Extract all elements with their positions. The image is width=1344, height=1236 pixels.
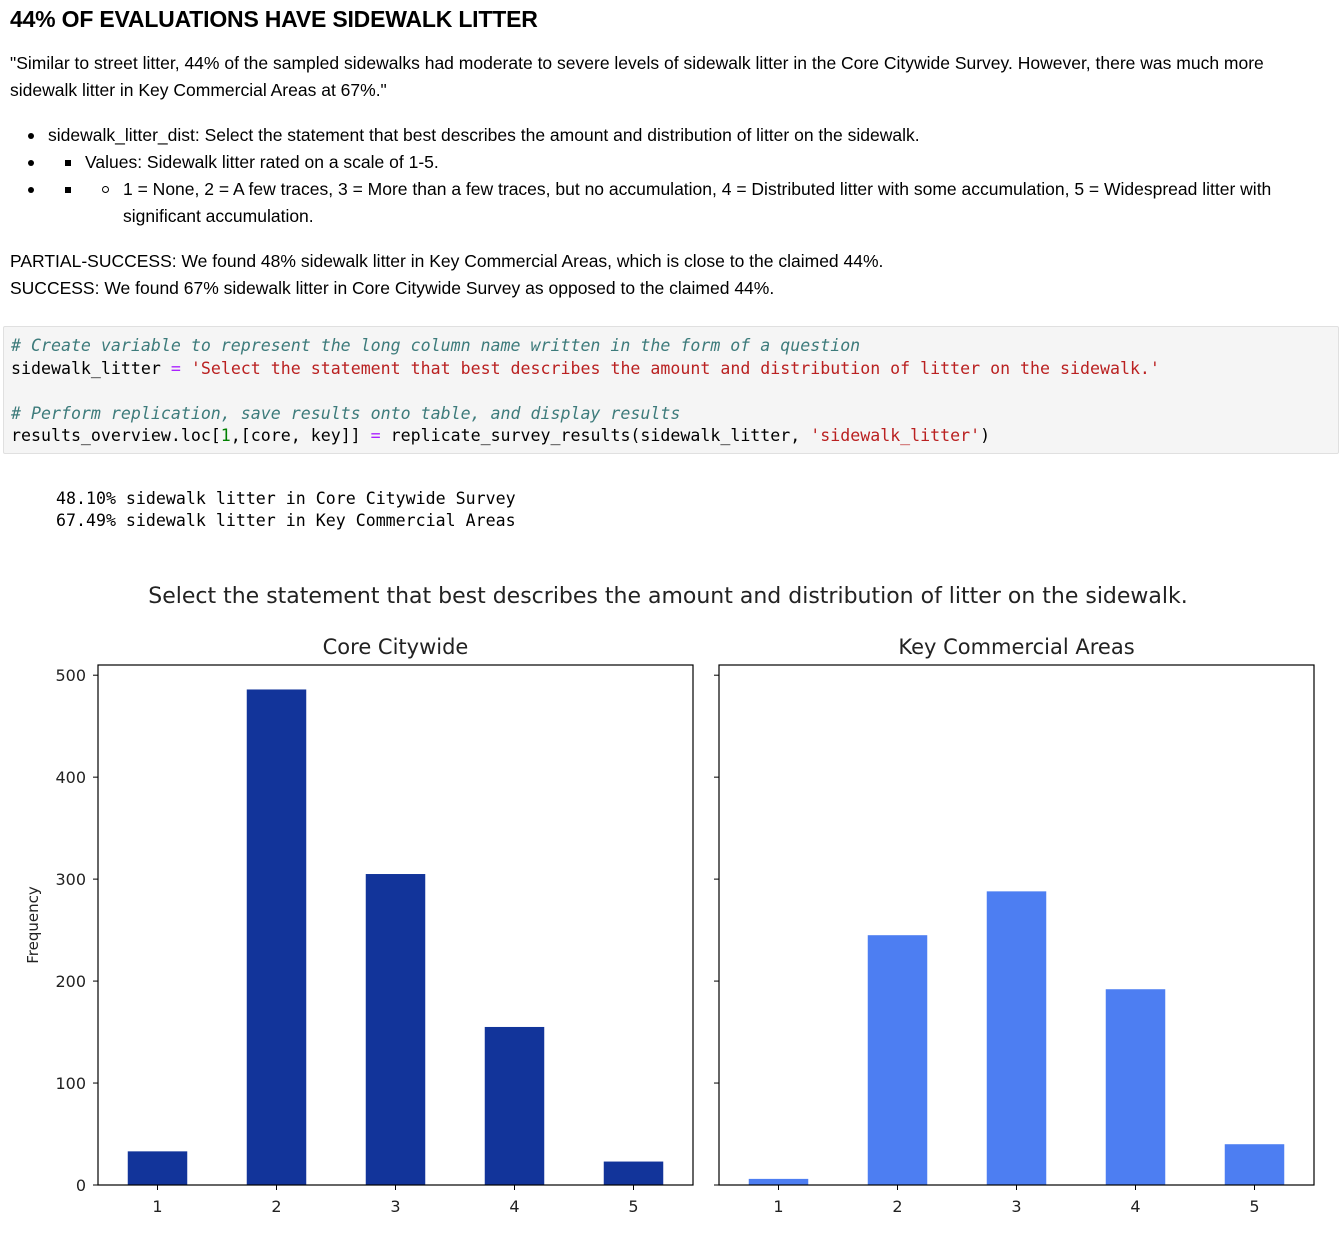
cell-output: 48.10% sidewalk litter in Core Citywide …	[56, 488, 516, 532]
chart-title: Select the statement that best describes…	[148, 584, 1188, 609]
panel-title: Key Commercial Areas	[898, 635, 1134, 659]
code-comment: # Create variable to represent the long …	[11, 336, 861, 355]
bar	[867, 935, 928, 1185]
bullet-disc-icon	[28, 160, 34, 166]
output-line: 48.10% sidewalk litter in Core Citywide …	[56, 489, 516, 508]
list-item-text: sidewalk_litter_dist: Select the stateme…	[48, 125, 920, 145]
x-tick-label: 2	[271, 1197, 281, 1216]
bullet-disc-icon	[28, 187, 34, 193]
code-text-segment: results_overview.loc[	[11, 426, 221, 445]
x-tick-label: 5	[628, 1197, 638, 1216]
x-tick-label: 1	[152, 1197, 162, 1216]
findings: PARTIAL-SUCCESS: We found 48% sidewalk l…	[10, 248, 883, 302]
bar	[246, 689, 307, 1185]
y-tick-label: 300	[55, 870, 86, 889]
y-tick-label: 200	[55, 972, 86, 991]
y-tick-label: 100	[55, 1074, 86, 1093]
code-text-segment: ,[core, key]]	[230, 426, 371, 445]
code-comment: # Perform replication, save results onto…	[11, 403, 681, 423]
plot-frame	[97, 664, 694, 1186]
code-number: 1	[220, 426, 231, 445]
bullet-square-icon	[65, 187, 71, 193]
claim-quote: "Similar to street litter, 44% of the sa…	[10, 53, 1264, 100]
code-operator: =	[170, 358, 181, 378]
bullet-square-icon	[65, 160, 71, 166]
y-tick-label: 0	[76, 1176, 86, 1195]
bar	[748, 1178, 809, 1185]
x-tick-label: 4	[1130, 1197, 1140, 1216]
code-string: 'sidewalk_litter'	[810, 426, 981, 445]
code-text-segment: )	[980, 426, 991, 445]
y-tick-label: 500	[55, 666, 86, 685]
x-tick-label: 3	[1011, 1197, 1021, 1216]
x-tick-label: 1	[773, 1197, 783, 1216]
x-tick-label: 5	[1249, 1197, 1259, 1216]
x-tick-label: 3	[390, 1197, 400, 1216]
chart-figure: Select the statement that best describes…	[0, 570, 1344, 1236]
bar	[484, 1026, 545, 1185]
code-text[interactable]: # Create variable to represent the long …	[11, 335, 1160, 448]
code-string: 'Select the statement that best describe…	[190, 358, 1160, 378]
list-item: 1 = None, 2 = A few traces, 3 = More tha…	[28, 176, 1333, 230]
finding-success: SUCCESS: We found 67% sidewalk litter in…	[10, 278, 775, 298]
finding-partial-success: PARTIAL-SUCCESS: We found 48% sidewalk l…	[10, 251, 884, 271]
list-item: Values: Sidewalk litter rated on a scale…	[28, 149, 1333, 176]
bar-chart-svg: Select the statement that best describes…	[24, 584, 1315, 1216]
bar	[127, 1151, 188, 1185]
bar	[1224, 1144, 1285, 1185]
bullet-disc-icon	[28, 133, 34, 139]
bar	[603, 1161, 664, 1185]
list-item: sidewalk_litter_dist: Select the stateme…	[28, 122, 1333, 149]
section-heading: 44% OF EVALUATIONS HAVE SIDEWALK LITTER	[10, 6, 538, 32]
bar	[1105, 989, 1166, 1185]
bar	[365, 874, 426, 1185]
panel-title: Core Citywide	[323, 635, 469, 659]
code-variable: sidewalk_litter	[11, 358, 161, 378]
list-item-text: Values: Sidewalk litter rated on a scale…	[85, 152, 439, 172]
bullet-circle-icon	[102, 186, 109, 193]
y-axis-label: Frequency	[24, 886, 42, 964]
x-tick-label: 4	[509, 1197, 519, 1216]
bar	[986, 891, 1047, 1185]
code-text-segment: replicate_survey_results(sidewalk_litter…	[380, 426, 811, 445]
code-cell[interactable]: # Create variable to represent the long …	[3, 326, 1339, 454]
code-operator: =	[370, 426, 381, 445]
list-item-text: 1 = None, 2 = A few traces, 3 = More tha…	[123, 179, 1272, 226]
output-line: 67.49% sidewalk litter in Key Commercial…	[56, 511, 516, 530]
plot-frame	[718, 664, 1315, 1186]
variable-description-list: sidewalk_litter_dist: Select the stateme…	[28, 122, 1333, 230]
y-tick-label: 400	[55, 768, 86, 787]
x-tick-label: 2	[892, 1197, 902, 1216]
